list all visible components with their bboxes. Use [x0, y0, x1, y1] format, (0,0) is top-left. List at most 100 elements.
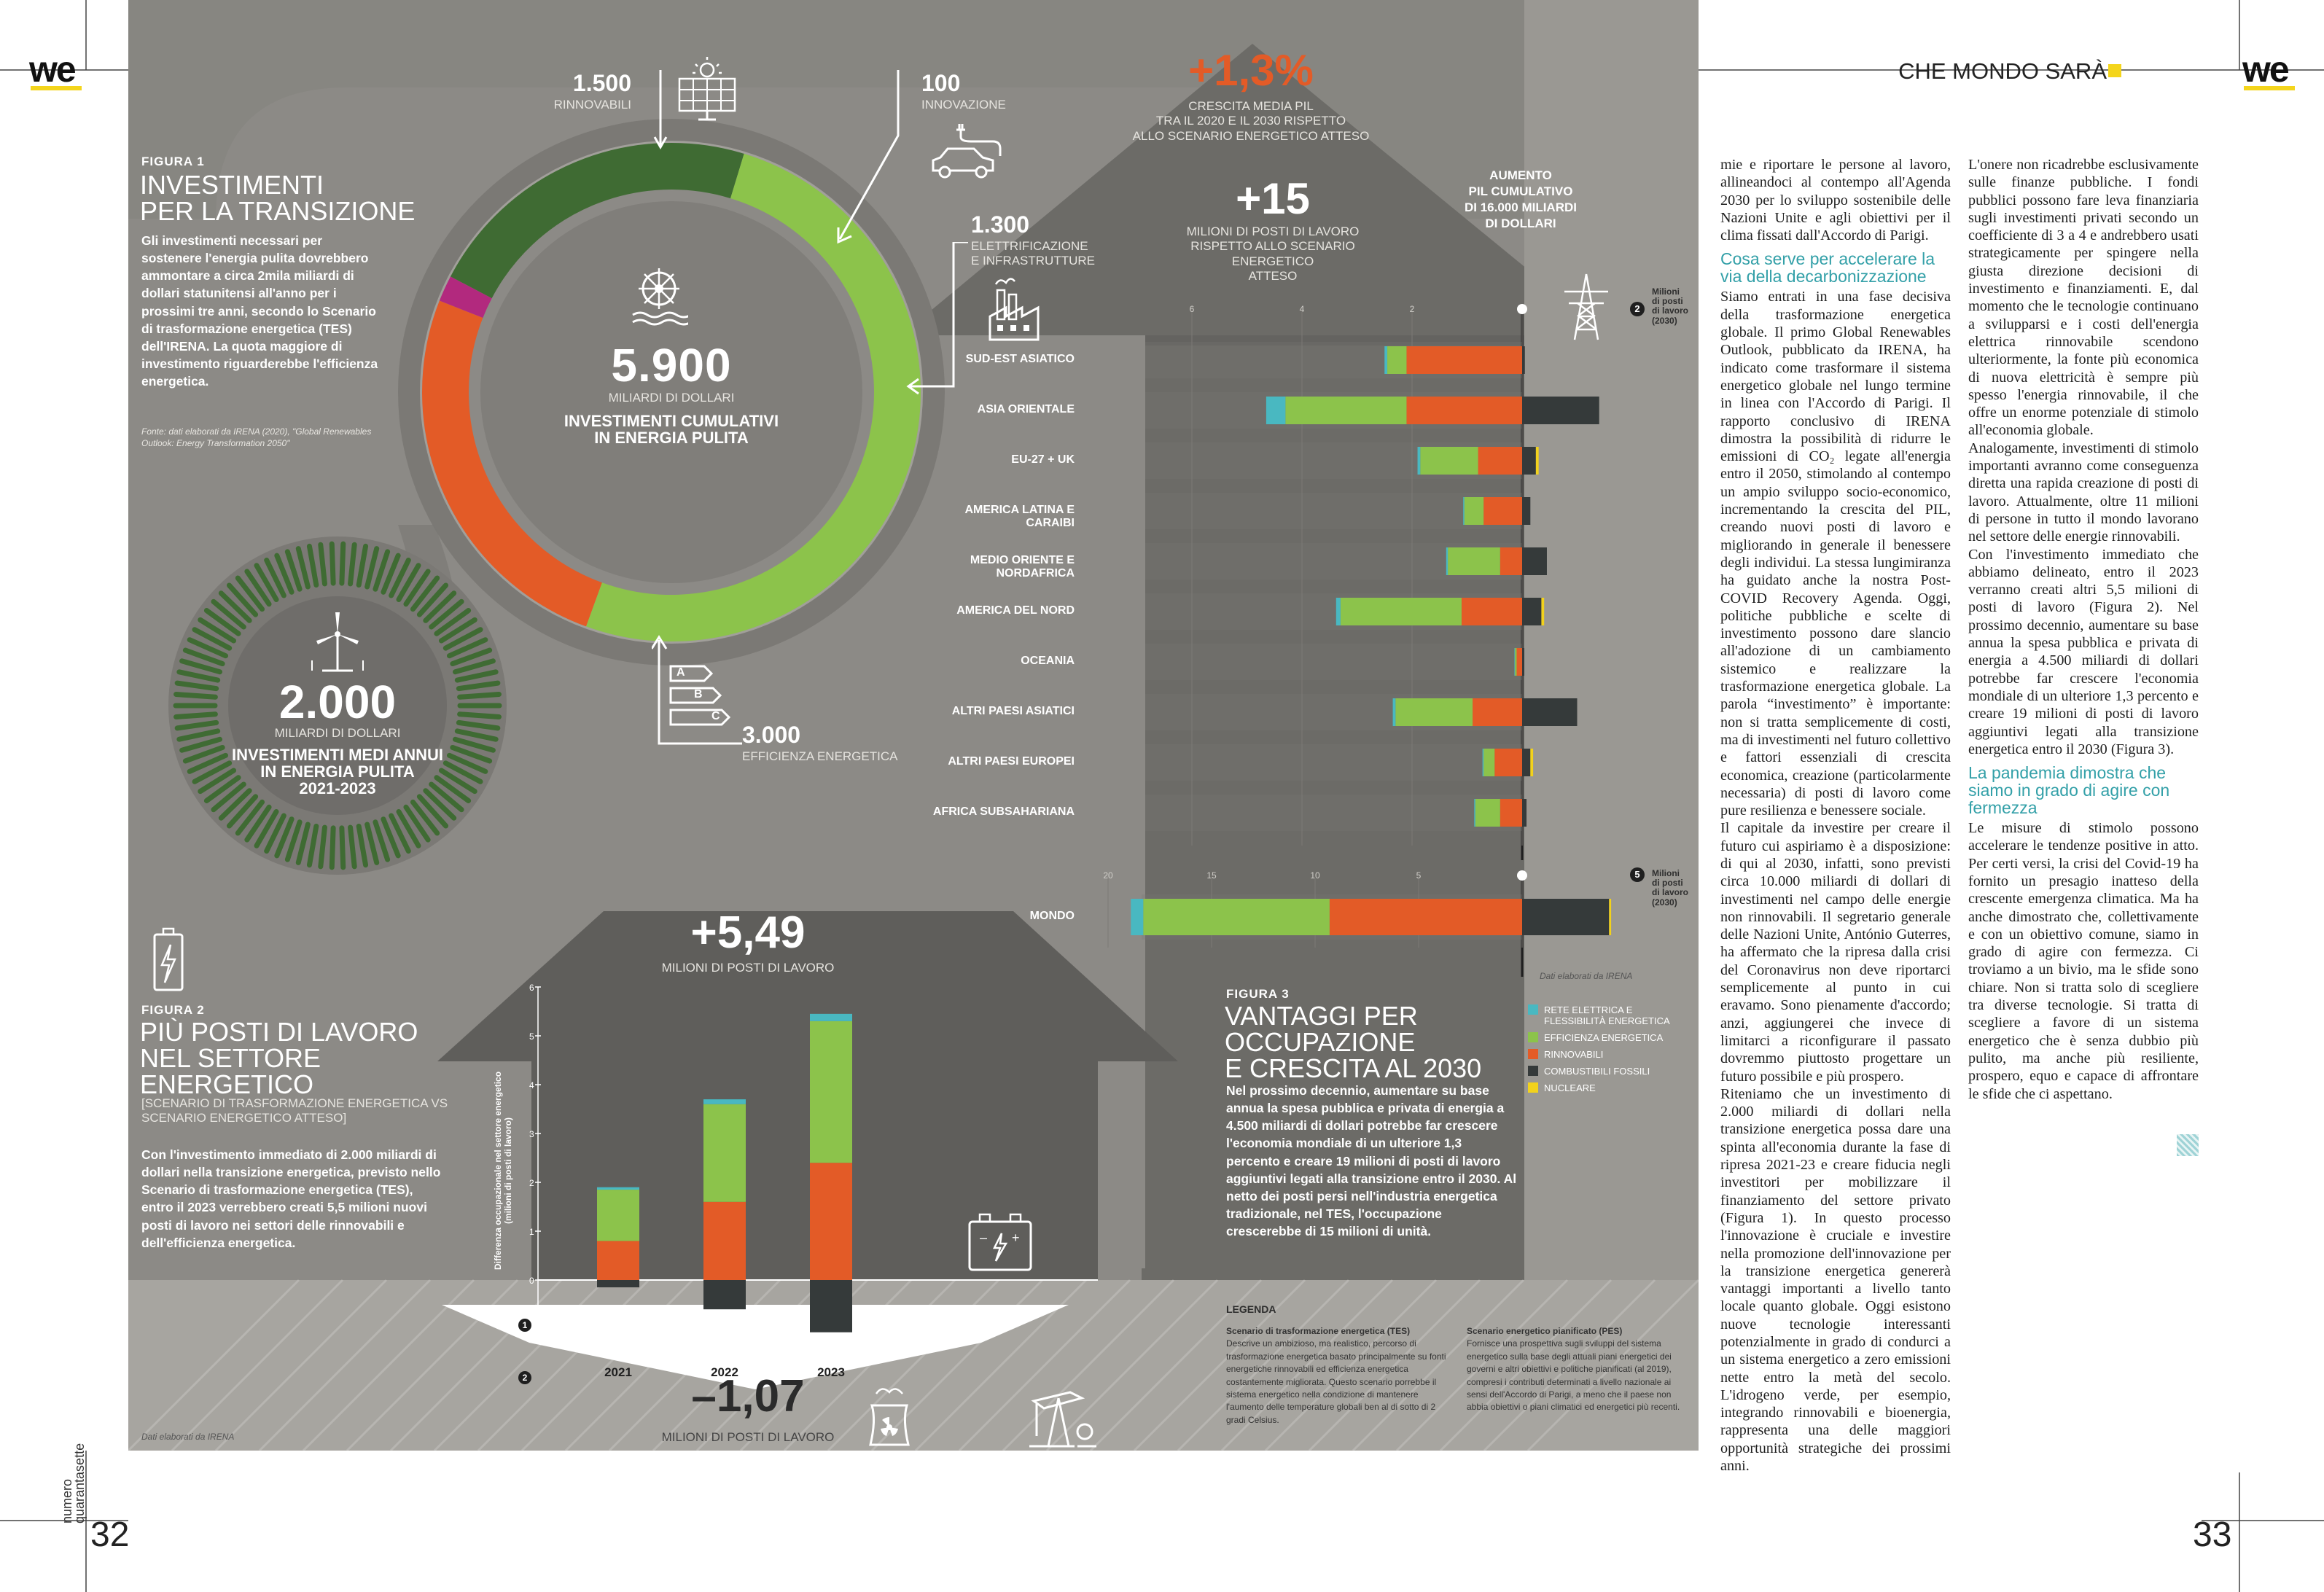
region-label: ASIA ORIENTALE	[977, 403, 1075, 415]
ring-tick	[235, 799, 265, 836]
pil-growth-value: +1,3%	[1188, 46, 1314, 95]
region-bar-segment	[1474, 799, 1475, 827]
y-tick-label: 2	[529, 1178, 534, 1188]
fig2-minus-unit: MILIONI DI POSTI DI LAVORO	[661, 1430, 835, 1444]
ring-tick	[450, 647, 493, 667]
region-bar-segment	[1417, 447, 1421, 475]
region-bar-segment	[1448, 547, 1500, 575]
fig1-center-caption: INVESTIMENTI CUMULATIVI IN ENERGIA PULIT…	[564, 412, 779, 448]
section-marker	[2108, 64, 2121, 77]
legend-item: RINNOVABILI	[1528, 1049, 1696, 1060]
ring-tick	[218, 590, 252, 623]
ring-tick	[329, 541, 336, 586]
paragraph: Con l'investimento immediato che abbiamo…	[1968, 546, 2199, 757]
ring-tick	[423, 590, 457, 623]
section-title: CHE MONDO SARÀ	[1898, 58, 2107, 84]
region-bar-segment	[1530, 749, 1534, 776]
ring-tick	[318, 542, 327, 587]
region-label: ALTRI PAESI EUROPEI	[948, 755, 1075, 768]
ring-tick	[329, 825, 336, 870]
efficienza-value: 3.000	[742, 722, 801, 748]
ring-tick	[457, 711, 502, 719]
region-label: MONDO	[1029, 910, 1075, 922]
region-bar-segment	[1522, 447, 1536, 475]
region-label: EU-27 + UK	[1011, 453, 1075, 466]
legenda-title: LEGENDA	[1226, 1303, 1276, 1315]
marker-bottom: 5	[1630, 867, 1645, 882]
ring-tick	[176, 728, 221, 742]
region-bar-segment	[1340, 598, 1462, 625]
paragraph: Le misure di stimolo possono accelerare …	[1968, 820, 2199, 1102]
ring-tick	[187, 637, 229, 659]
marker-2-label: 2	[523, 1373, 528, 1383]
region-bar-segment	[1482, 749, 1484, 776]
wind-turbine-icon	[311, 612, 364, 672]
ring-tick	[182, 744, 225, 764]
ring-tick	[348, 824, 357, 870]
ring-tick	[318, 824, 327, 870]
fig3-legend: RETE ELETTRICA E FLESSIBILITÀ ENERGETICA…	[1528, 1004, 1696, 1099]
pes-note: Scenario energetico pianificato (PES) Fo…	[1467, 1325, 1693, 1414]
region-bar-segment	[1522, 598, 1542, 625]
ring-tick	[198, 768, 237, 795]
region-bar-segment	[1335, 598, 1341, 625]
ring-tick	[438, 768, 477, 795]
y-tick-label: 4	[529, 1080, 534, 1090]
region-bar-segment	[1475, 799, 1500, 827]
ring-tick	[454, 728, 499, 742]
bar-segment-2023	[810, 1280, 852, 1332]
fig2-source: Dati elaborati da IRENA	[141, 1432, 235, 1442]
ring-tick	[274, 553, 295, 595]
ring-tick	[179, 736, 223, 753]
world-x-tick: 10	[1310, 870, 1320, 881]
bar-segment-2021	[597, 1280, 639, 1288]
ring-tick	[306, 543, 319, 588]
region-bar-segment	[1535, 447, 1539, 475]
logo-left: we	[29, 49, 77, 90]
region-bar-segment	[1446, 547, 1448, 575]
region-bar-segment	[1515, 648, 1517, 676]
nuclear-plant-icon	[869, 1388, 910, 1446]
region-label: AFRICA SUBSAHARIANA	[932, 805, 1075, 818]
paragraph: Riteniamo che un investimento di 2.000 m…	[1720, 1085, 1951, 1475]
fig3-description: Nel prossimo decennio, aumentare su base…	[1226, 1083, 1517, 1239]
ring-tick	[174, 680, 219, 692]
bar-segment-2023	[810, 1163, 852, 1280]
region-label: OCEANIA	[1021, 655, 1075, 667]
ring-tick	[403, 569, 431, 607]
donut-slice-2	[451, 143, 744, 299]
ring-tick	[264, 813, 286, 854]
ring-tick	[446, 637, 488, 659]
ring-tick	[339, 541, 346, 586]
region-bar-segment	[1483, 497, 1522, 525]
region-bar-segment	[1516, 648, 1522, 676]
ring-tick	[254, 808, 279, 848]
region-bar-segment	[1392, 698, 1396, 726]
legend-swatch	[1528, 1032, 1538, 1042]
region-label: AMERICA DEL NORD	[956, 604, 1075, 617]
y-tick-label: 0	[529, 1276, 534, 1286]
axis-unit-bottom: Milioni di posti di lavoro (2030)	[1652, 868, 1689, 908]
page-number-right: 33	[2193, 1515, 2232, 1554]
fig2-plus-unit: MILIONI DI POSTI DI LAVORO	[661, 961, 835, 975]
ring-tick	[381, 816, 401, 859]
fig3-title: VANTAGGI PER OCCUPAZIONE E CRESCITA AL 2…	[1225, 1001, 1482, 1083]
ring-tick	[254, 563, 279, 603]
region-bar-segment	[1483, 749, 1495, 776]
ring-tick	[410, 799, 440, 836]
ring-tick	[457, 692, 502, 700]
innovazione-value: 100	[921, 70, 961, 96]
factory-icon	[989, 278, 1040, 341]
region-bar-segment	[1541, 598, 1545, 625]
region-bar-segment	[1387, 346, 1407, 374]
y-tick-label: 5	[529, 1031, 534, 1042]
fig1-center-unit: MILIARDI DI DOLLARI	[608, 391, 735, 405]
ring-tick	[179, 658, 223, 675]
ring-tick	[192, 760, 233, 784]
paragraph: Siamo entrati in una fase decisiva della…	[1720, 289, 1951, 819]
region-label: SUD-EST ASIATICO	[965, 353, 1075, 365]
ring-tick	[295, 546, 311, 590]
region-bar-segment	[1522, 698, 1578, 726]
region-bar-segment	[1143, 899, 1330, 935]
ring-tick	[274, 816, 295, 859]
